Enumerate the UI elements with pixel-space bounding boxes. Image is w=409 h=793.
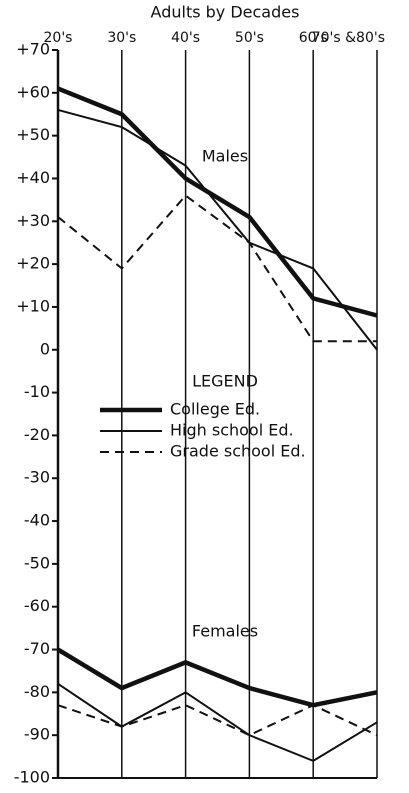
y-tick-label: -60 bbox=[24, 596, 50, 615]
y-tick-label: -50 bbox=[24, 553, 50, 572]
chart-title: Adults by Decades bbox=[151, 3, 300, 22]
x-tick-label: 20's bbox=[44, 30, 73, 46]
y-tick-label: -10 bbox=[24, 382, 50, 401]
y-tick-label: +20 bbox=[16, 254, 50, 273]
y-tick-label: 0 bbox=[40, 339, 50, 358]
y-tick-label: -90 bbox=[24, 725, 50, 744]
y-tick-label: +50 bbox=[16, 125, 50, 144]
annotation: Females bbox=[192, 622, 258, 641]
annotation: Males bbox=[202, 147, 248, 166]
y-tick-label: -100 bbox=[14, 768, 50, 787]
legend-label: High school Ed. bbox=[170, 421, 294, 440]
x-tick-label: 30's bbox=[107, 30, 136, 46]
y-tick-label: +30 bbox=[16, 211, 50, 230]
x-tick-label: 70's &80's bbox=[312, 30, 385, 46]
y-tick-label: -20 bbox=[24, 425, 50, 444]
y-tick-label: +60 bbox=[16, 82, 50, 101]
line-series bbox=[57, 86, 378, 318]
y-tick-label: +10 bbox=[16, 296, 50, 315]
legend-title: LEGEND bbox=[192, 372, 258, 391]
line-series bbox=[56, 647, 378, 708]
y-tick-label: -30 bbox=[24, 468, 50, 487]
line-series bbox=[57, 704, 378, 737]
y-tick-label: +40 bbox=[16, 168, 50, 187]
legend-label: College Ed. bbox=[170, 400, 260, 419]
y-tick-label: -80 bbox=[24, 682, 50, 701]
legend-label: Grade school Ed. bbox=[170, 442, 306, 461]
line-series bbox=[57, 194, 377, 343]
line-series bbox=[57, 108, 378, 351]
y-tick-label: -40 bbox=[24, 511, 50, 530]
y-tick-label: -70 bbox=[24, 639, 50, 658]
x-tick-label: 60's bbox=[299, 30, 328, 46]
y-tick-label: +70 bbox=[16, 40, 50, 59]
x-tick-label: 50's bbox=[235, 30, 264, 46]
x-tick-label: 40's bbox=[171, 30, 200, 46]
line-series bbox=[57, 682, 378, 762]
